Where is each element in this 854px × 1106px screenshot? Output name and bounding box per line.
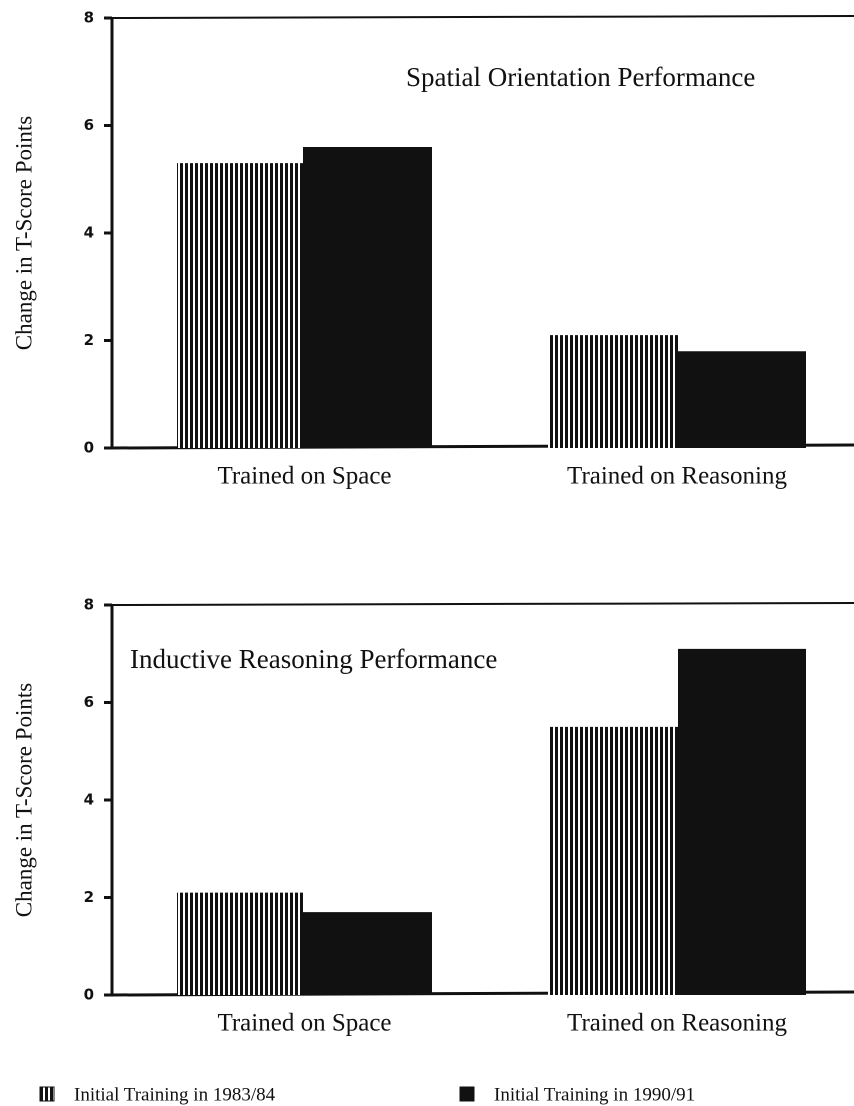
bar: [548, 726, 678, 995]
y-tick-label: 8: [84, 596, 94, 614]
axis-line: [111, 602, 854, 606]
chart-title: Inductive Reasoning Performance: [130, 644, 497, 674]
x-tick-label: Trained on Space: [217, 1010, 391, 1037]
y-tick-label: 2: [84, 331, 94, 349]
bar: [303, 912, 432, 995]
chart-title: Spatial Orientation Performance: [406, 62, 755, 92]
y-tick-label: 4: [84, 791, 94, 809]
y-axis-label: Change in T-Score Points: [11, 683, 36, 918]
y-tick-label: 2: [84, 888, 94, 906]
y-axis-label: Change in T-Score Points: [11, 116, 36, 351]
x-tick-label: Trained on Reasoning: [567, 1010, 787, 1037]
y-tick-label: 0: [84, 439, 94, 457]
bar: [177, 892, 303, 995]
legend-label: Initial Training in 1983/84: [74, 1084, 276, 1105]
legend-swatch: [39, 1086, 55, 1102]
y-tick-label: 0: [84, 986, 94, 1004]
y-tick-label: 4: [84, 224, 94, 242]
y-tick-label: 6: [84, 116, 94, 134]
axis-line: [111, 15, 854, 19]
bar: [548, 335, 678, 448]
bar: [678, 648, 806, 995]
bar: [177, 163, 303, 448]
legend-label: Initial Training in 1990/91: [494, 1084, 695, 1105]
x-tick-label: Trained on Reasoning: [567, 463, 787, 490]
x-tick-label: Trained on Space: [217, 463, 391, 490]
y-tick-label: 8: [84, 9, 94, 27]
bar: [678, 351, 806, 448]
y-tick-label: 6: [84, 693, 94, 711]
legend-swatch: [459, 1086, 475, 1102]
bar: [303, 147, 432, 448]
